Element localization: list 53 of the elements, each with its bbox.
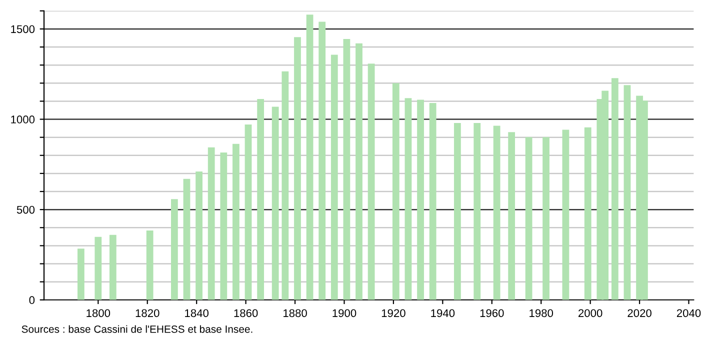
bar — [272, 106, 279, 300]
bar — [318, 22, 326, 300]
bar — [562, 130, 570, 300]
x-tick-label: 2020 — [628, 309, 652, 318]
bar — [208, 147, 215, 300]
x-tick-label: 2040 — [676, 309, 701, 318]
bar — [220, 152, 228, 300]
bar — [343, 39, 350, 300]
bar — [474, 123, 481, 300]
bar — [94, 236, 102, 300]
bar — [624, 85, 631, 300]
bar — [244, 124, 252, 300]
y-tick-label: 0 — [29, 296, 35, 304]
x-tick-label: 1820 — [136, 309, 160, 318]
bar — [282, 71, 289, 300]
bar — [356, 43, 362, 300]
bar — [330, 54, 338, 300]
source-note: Sources : base Cassini de l'EHESS et base Insee. — [22, 325, 252, 333]
bar — [306, 14, 314, 300]
bar — [170, 199, 178, 300]
x-tick-label: 1960 — [480, 309, 504, 318]
bar — [368, 64, 375, 300]
y-tick-label: 1500 — [11, 25, 35, 34]
y-tick-label: 500 — [16, 206, 35, 214]
bar — [429, 103, 436, 300]
bar — [404, 98, 412, 300]
bar — [257, 99, 264, 300]
x-tick-label: 1840 — [185, 309, 209, 318]
bar — [392, 83, 400, 300]
bar — [196, 171, 202, 300]
x-tick-label: 1900 — [332, 309, 356, 318]
x-tick-label: 1920 — [382, 309, 406, 318]
x-tick-label: 1940 — [431, 309, 455, 318]
bar — [508, 132, 516, 300]
bar — [294, 37, 301, 300]
y-tick-label: 1000 — [11, 116, 35, 124]
x-tick-label: 1980 — [530, 309, 554, 318]
bar — [232, 144, 240, 300]
bar — [146, 230, 154, 300]
bar — [417, 100, 424, 300]
bar — [77, 248, 84, 300]
bar — [183, 178, 190, 300]
bar — [542, 137, 550, 300]
bar — [454, 123, 461, 300]
bar — [493, 126, 500, 300]
x-tick-label: 1860 — [234, 309, 258, 318]
x-tick-label: 1880 — [284, 309, 307, 318]
x-tick-label: 2000 — [578, 309, 602, 318]
bar — [109, 234, 116, 300]
bar — [611, 78, 618, 300]
bar — [584, 127, 592, 300]
x-tick-label: 1800 — [86, 309, 110, 318]
bar — [525, 137, 532, 300]
